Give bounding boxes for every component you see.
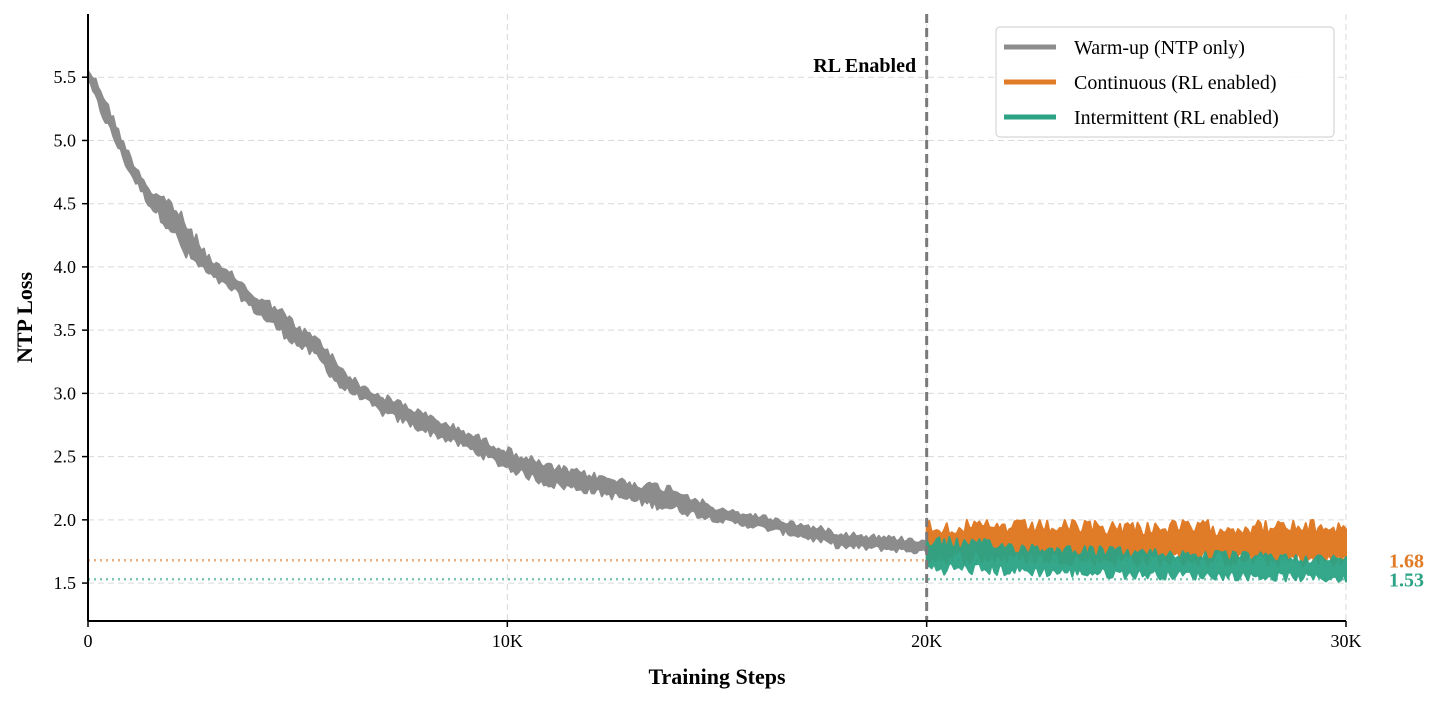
y-tick-label: 3.0 [54, 383, 77, 403]
annotation-layer: RL Enabled [813, 14, 929, 621]
series-layer [87, 69, 1347, 583]
reference-line-label: 1.53 [1389, 569, 1424, 591]
reference-line-label: 1.68 [1389, 550, 1424, 572]
axes-layer: 0 10K 20K 30K 1.5 2.0 2.5 3.0 3.5 4.0 4.5 5.0 5.5 Tra… [12, 14, 1362, 689]
legend: Warm-up (NTP only) Continuous (RL enabled… [995, 26, 1335, 138]
y-tick-label: 3.5 [54, 320, 77, 340]
y-axis-label: NTP Loss [12, 272, 37, 364]
x-tick-label: 0 [84, 631, 93, 651]
y-tick-label: 2.5 [54, 447, 77, 467]
y-tick-label: 5.0 [54, 130, 77, 150]
x-tick-label: 10K [492, 631, 523, 651]
rl-enabled-label: RL Enabled [813, 55, 916, 77]
legend-label: Warm-up (NTP only) [1074, 37, 1245, 59]
reference-lines-layer: 1.681.53 [88, 550, 1424, 591]
legend-box [995, 26, 1335, 138]
series-intermittent-band [925, 536, 1347, 583]
y-tick-label: 5.5 [54, 67, 77, 87]
legend-label: Continuous (RL enabled) [1074, 72, 1277, 94]
x-axis-label: Training Steps [648, 664, 786, 689]
x-tick-label: 30K [1331, 631, 1362, 651]
x-tick-label: 20K [911, 631, 942, 651]
y-tick-label: 2.0 [54, 510, 77, 530]
y-tick-label: 4.5 [54, 194, 77, 214]
y-tick-label: 1.5 [54, 573, 77, 593]
series-warmup-band [87, 69, 928, 555]
y-tick-label: 4.0 [54, 257, 77, 277]
legend-label: Intermittent (RL enabled) [1074, 107, 1279, 129]
